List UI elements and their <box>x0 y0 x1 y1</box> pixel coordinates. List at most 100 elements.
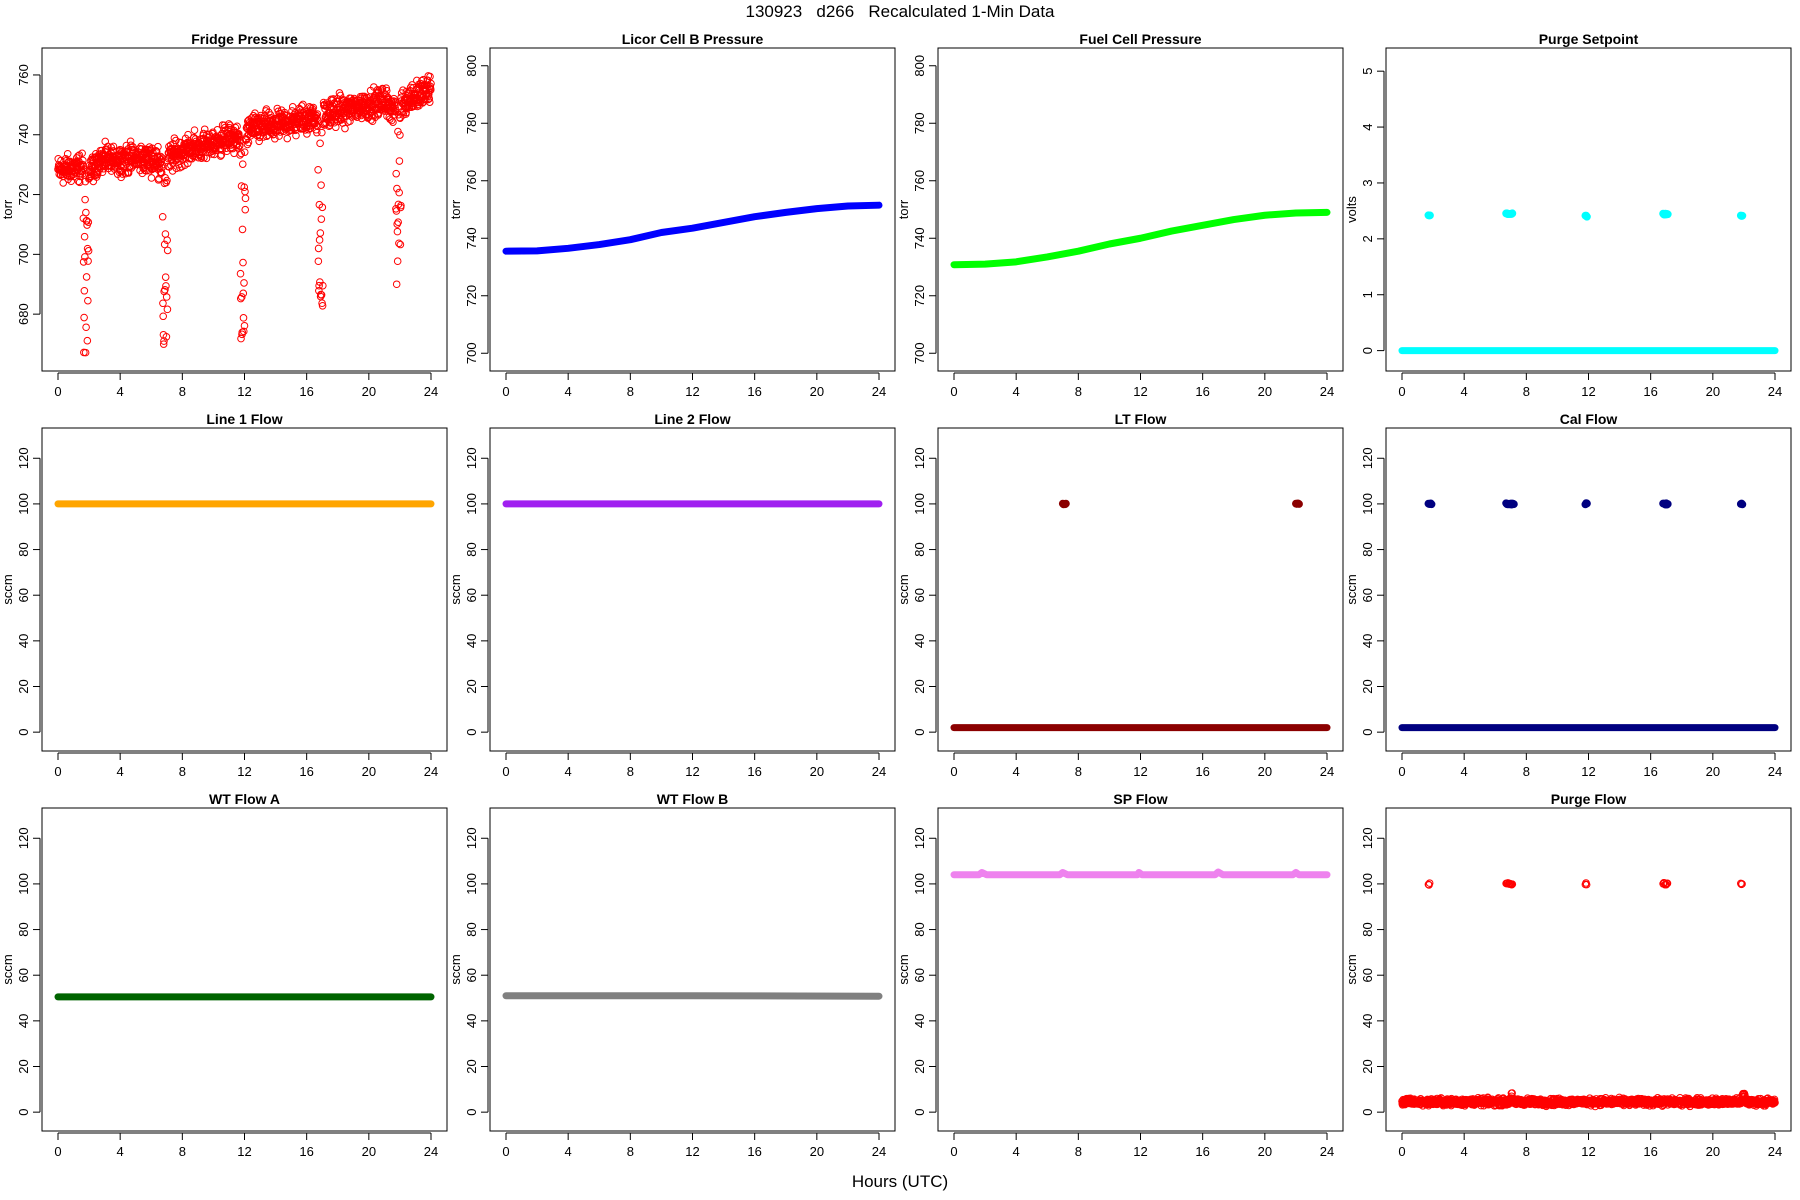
y-tick-label: 80 <box>1360 542 1375 556</box>
y-tick-label: 60 <box>464 588 479 602</box>
x-tick-label: 4 <box>565 1144 572 1159</box>
x-tick-label: 16 <box>299 384 313 399</box>
chart-title: WT Flow B <box>657 791 729 807</box>
x-tick-label: 20 <box>1258 764 1272 779</box>
y-tick-label: 120 <box>912 447 927 469</box>
data-point <box>240 321 249 330</box>
plot-frame <box>489 807 896 1132</box>
x-tick-label: 0 <box>950 764 957 779</box>
data-point <box>190 126 199 134</box>
chart-title: Purge Flow <box>1551 791 1627 807</box>
chart-line-1-flow: Line 1 Flow 0 4 8 12 16 20 24 0 20 40 60 80 100 120 scc… <box>0 411 448 779</box>
data-point <box>1582 880 1591 889</box>
chart-title: Line 1 Flow <box>206 411 282 427</box>
plot-frame <box>1385 47 1792 372</box>
y-tick-label: 780 <box>464 112 479 134</box>
y-tick-label: 40 <box>912 1014 927 1028</box>
x-tick-label: 16 <box>299 1144 313 1159</box>
x-tick-label: 8 <box>1075 1144 1082 1159</box>
data-point <box>425 94 434 103</box>
data-point <box>156 152 165 161</box>
x-tick-label: 4 <box>117 384 124 399</box>
y-tick-label: 20 <box>912 1059 927 1073</box>
y-tick-label: 40 <box>464 1014 479 1028</box>
y-tick-label: 40 <box>16 634 31 648</box>
data-point <box>303 130 311 138</box>
data-point <box>162 332 171 341</box>
data-point <box>239 258 247 267</box>
data-point <box>236 269 245 278</box>
data-point <box>84 218 93 226</box>
y-tick-label: 720 <box>16 184 31 206</box>
plot-frame <box>489 47 896 372</box>
x-tick-label: 20 <box>1706 384 1720 399</box>
x-tick-label: 8 <box>1075 764 1082 779</box>
y-tick-label: 680 <box>16 303 31 325</box>
x-tick-label: 20 <box>810 384 824 399</box>
data-point <box>213 126 222 134</box>
y-tick-label: 700 <box>912 342 927 364</box>
data-point <box>84 257 92 265</box>
x-tick-label: 0 <box>950 1144 957 1159</box>
y-tick-label: 80 <box>912 542 927 556</box>
data-point <box>198 148 207 157</box>
x-tick-label: 20 <box>1706 1144 1720 1159</box>
x-tick-label: 24 <box>1768 1144 1782 1159</box>
figure-title: 130923 d266 Recalculated 1-Min Data <box>745 2 1055 21</box>
data-point <box>1663 500 1672 508</box>
x-tick-label: 4 <box>565 384 572 399</box>
data-point <box>80 232 89 241</box>
y-tick-label: 20 <box>1360 1059 1375 1073</box>
x-tick-label: 4 <box>1013 764 1020 779</box>
y-tick-label: 60 <box>912 588 927 602</box>
data-point <box>83 336 92 345</box>
data-point <box>74 152 82 160</box>
y-tick-label: 0 <box>464 729 479 736</box>
data-point <box>241 205 250 214</box>
x-tick-label: 12 <box>1581 1144 1595 1159</box>
data-point <box>312 111 320 119</box>
data-point <box>157 168 166 177</box>
data-point <box>163 305 172 314</box>
data-point <box>394 218 402 226</box>
x-tick-label: 8 <box>1523 764 1530 779</box>
data-point <box>318 203 327 212</box>
data-point <box>1427 500 1436 509</box>
x-tick-label: 20 <box>810 1144 824 1159</box>
data-point <box>129 142 137 151</box>
data-point <box>316 139 324 148</box>
data-point <box>317 215 326 223</box>
x-tick-label: 24 <box>424 384 438 399</box>
y-tick-label: 20 <box>464 679 479 693</box>
x-tick-label: 8 <box>1523 1144 1530 1159</box>
x-tick-label: 24 <box>1320 1144 1334 1159</box>
y-axis-label: torr <box>0 199 15 219</box>
y-tick-label: 20 <box>1360 679 1375 693</box>
data-point <box>314 165 322 174</box>
x-tick-label: 8 <box>627 764 634 779</box>
y-tick-label: 120 <box>464 827 479 849</box>
data-point <box>233 122 241 131</box>
data-point <box>318 301 327 310</box>
data-point <box>316 229 325 237</box>
x-tick-label: 4 <box>1461 764 1468 779</box>
x-tick-label: 24 <box>1320 384 1334 399</box>
chart-fuel-cell-pressure: Fuel Cell Pressure 0 4 8 12 16 20 24 700 720 740 76… <box>896 31 1344 399</box>
x-tick-label: 4 <box>1461 1144 1468 1159</box>
y-tick-label: 2 <box>1360 235 1375 242</box>
chart-title: Line 2 Flow <box>654 411 730 427</box>
y-tick-label: 100 <box>1360 493 1375 515</box>
data-series-line <box>950 208 1331 269</box>
y-tick-label: 0 <box>464 1109 479 1116</box>
x-tick-label: 0 <box>54 384 61 399</box>
x-tick-label: 16 <box>747 1144 761 1159</box>
data-point <box>427 79 435 88</box>
x-tick-label: 8 <box>179 384 186 399</box>
x-tick-label: 0 <box>502 1144 509 1159</box>
y-tick-label: 60 <box>464 968 479 982</box>
data-point <box>292 131 300 140</box>
y-tick-label: 120 <box>16 827 31 849</box>
y-tick-label: 0 <box>16 1109 31 1116</box>
y-tick-label: 0 <box>1360 729 1375 736</box>
x-tick-label: 20 <box>362 764 376 779</box>
